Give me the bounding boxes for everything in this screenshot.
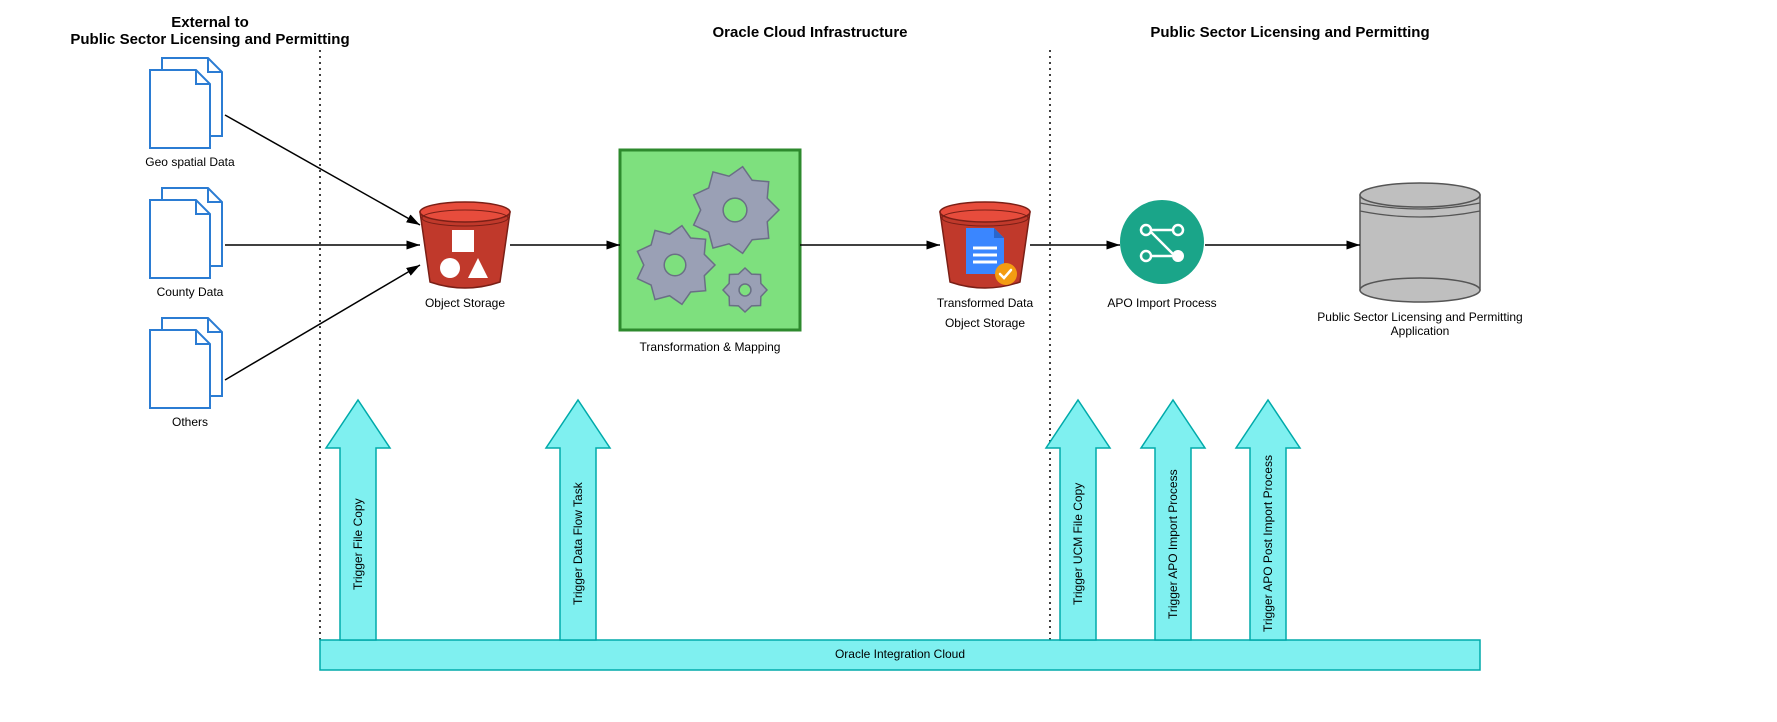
section-title-oci: Oracle Cloud Infrastructure	[610, 24, 1010, 41]
db-label: Public Sector Licensing and Permitting A…	[1290, 310, 1550, 338]
oic-bar-label: Oracle Integration Cloud	[320, 647, 1480, 661]
doc-stack-0	[150, 58, 222, 148]
diagram-canvas: External to Public Sector Licensing and …	[0, 0, 1777, 722]
up-arrow-label-1: Trigger Data Flow Task	[563, 454, 593, 634]
doc-label-0: Geo spatial Data	[120, 155, 260, 169]
apo-import-icon	[1120, 200, 1204, 284]
apo-label: APO Import Process	[1080, 296, 1244, 310]
bucket-label-transformed: Transformed Data	[900, 296, 1070, 310]
section-title-pslp: Public Sector Licensing and Permitting	[1090, 24, 1490, 41]
bucket-sublabel-transformed: Object Storage	[900, 316, 1070, 330]
up-arrow-label-0: Trigger File Copy	[343, 454, 373, 634]
up-arrow-label-3: Trigger APO Import Process	[1158, 454, 1188, 634]
transform-box	[620, 150, 800, 330]
up-arrow-label-2: Trigger UCM File Copy	[1063, 454, 1093, 634]
bucket-object-storage	[420, 202, 510, 288]
diagram-svg	[0, 0, 1777, 722]
bucket-label-object-storage: Object Storage	[380, 296, 550, 310]
doc-label-1: County Data	[120, 285, 260, 299]
up-arrow-label-4: Trigger APO Post Import Process	[1253, 454, 1283, 634]
doc-stack-1	[150, 188, 222, 278]
db-cylinder-icon	[1360, 183, 1480, 302]
doc-stack-2	[150, 318, 222, 408]
section-title-external: External to Public Sector Licensing and …	[60, 14, 360, 48]
bucket-transformed	[940, 202, 1030, 288]
transform-label: Transformation & Mapping	[600, 340, 820, 354]
doc-label-2: Others	[120, 415, 260, 429]
